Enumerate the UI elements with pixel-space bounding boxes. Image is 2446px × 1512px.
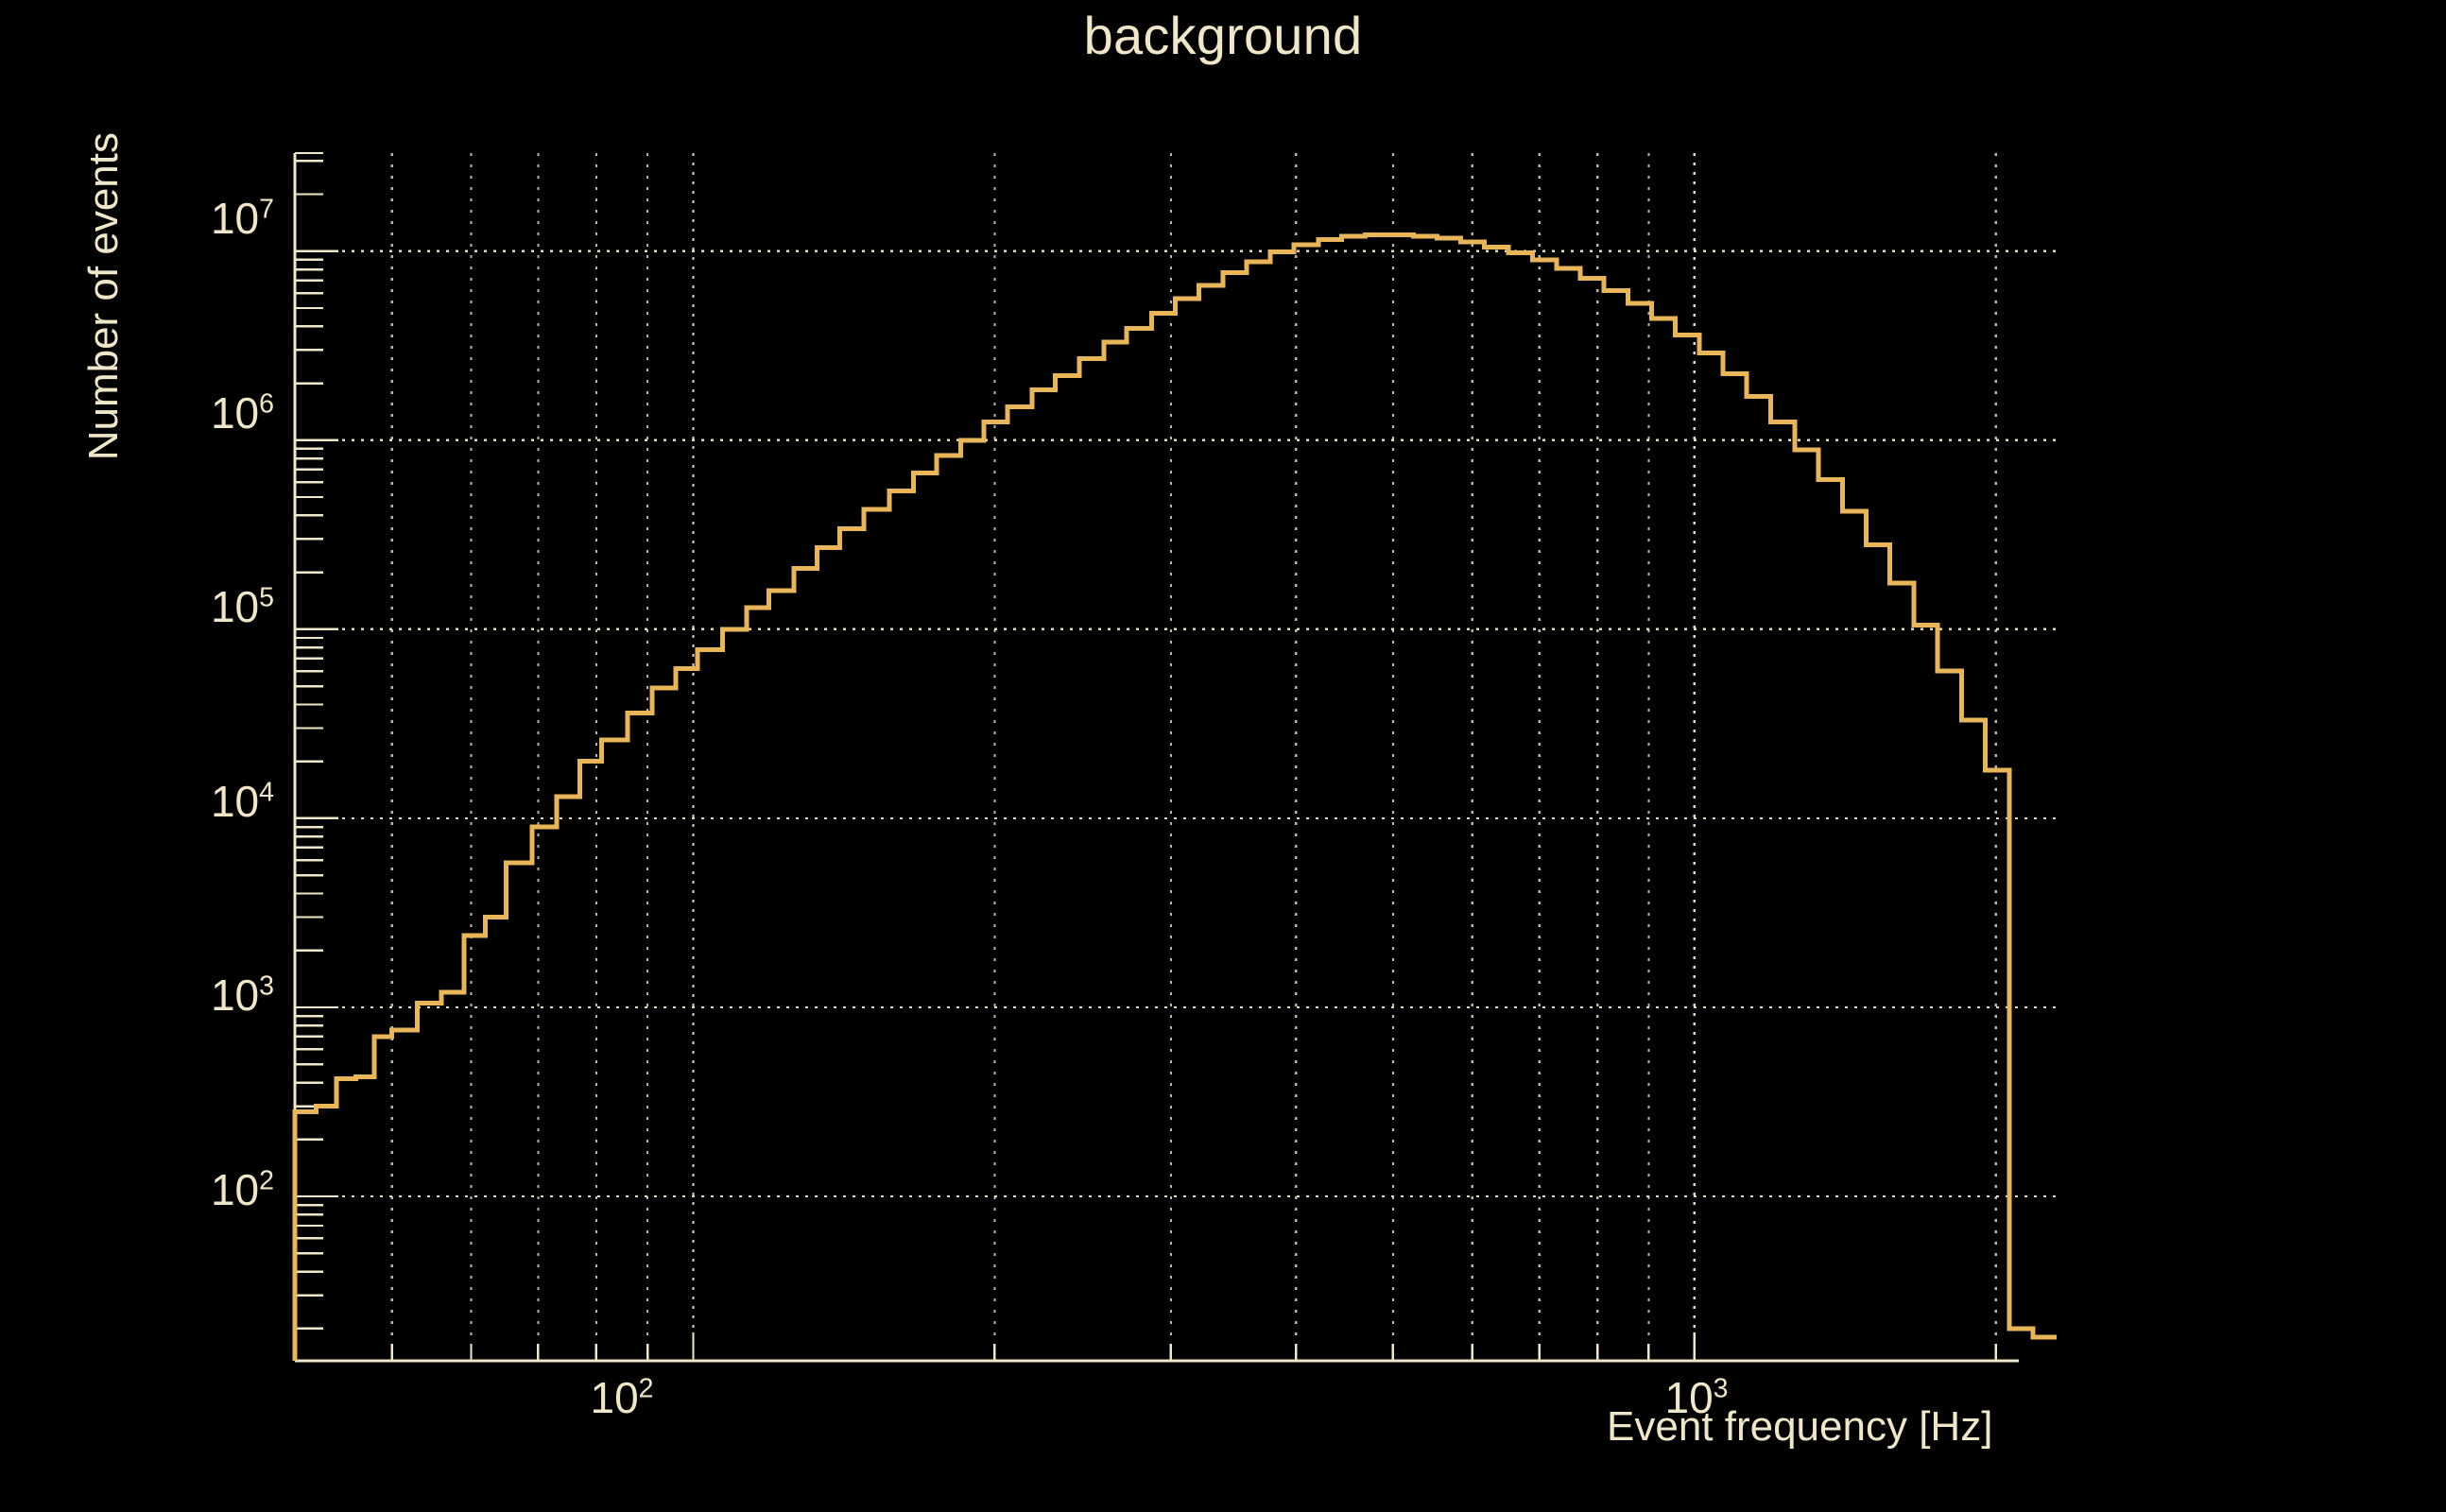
- x-tick-label: 103: [1664, 1373, 1729, 1422]
- axis-frame: [293, 153, 2019, 1363]
- y-axis-title: Number of events: [80, 132, 127, 461]
- x-gridlines: [390, 153, 1997, 1361]
- y-tick-label: 102: [210, 1165, 274, 1214]
- y-tick-label: 103: [210, 971, 274, 1020]
- y-tick-label: 105: [210, 582, 274, 631]
- histogram-series: [292, 232, 2057, 1361]
- x-axis-title: Event frequency [Hz]: [1607, 1403, 1993, 1450]
- y-tick-label: 106: [210, 388, 274, 438]
- x-tick-marks: [293, 1332, 1997, 1361]
- chart-title: background: [1083, 6, 1363, 65]
- y-gridlines: [295, 249, 2057, 1198]
- y-tick-marks: [295, 151, 338, 1331]
- x-tick-label: 102: [590, 1373, 654, 1422]
- y-tick-label: 104: [210, 777, 274, 826]
- y-tick-label: 107: [210, 194, 274, 243]
